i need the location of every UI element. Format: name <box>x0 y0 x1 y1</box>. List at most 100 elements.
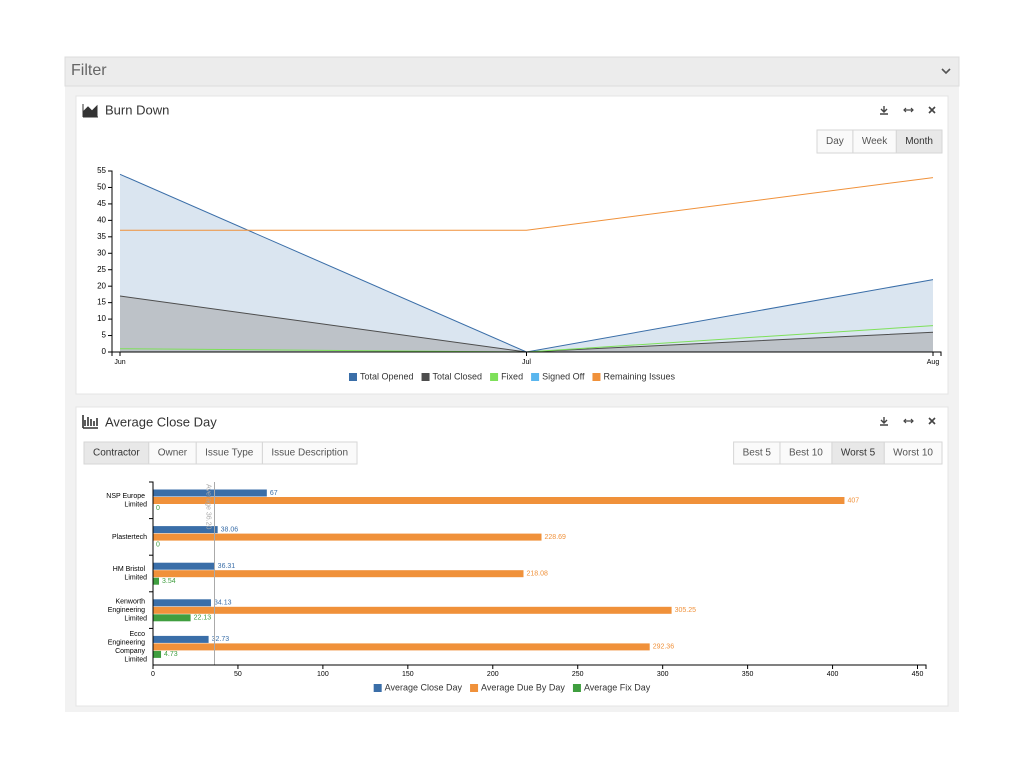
button[interactable] <box>816 129 854 154</box>
close-icon[interactable] <box>928 417 936 425</box>
button-label[interactable]: Issue Description <box>271 448 348 459</box>
filter-title: Filter <box>71 62 107 79</box>
bar <box>153 614 191 622</box>
value-label: 218.08 <box>526 571 548 578</box>
legend-label: Fixed <box>501 371 523 381</box>
y-tick-label: NSP Europe Limited <box>106 493 147 509</box>
bar <box>153 577 160 585</box>
download-icon[interactable] <box>880 417 888 426</box>
bar <box>153 643 650 651</box>
y-tick-label: 50 <box>97 183 106 192</box>
value-label: 22.13 <box>194 615 212 622</box>
x-tick-label: 300 <box>657 671 669 678</box>
button-label[interactable]: Week <box>862 136 888 147</box>
button-group: Day Week Month <box>816 129 943 154</box>
y-tick-label: 5 <box>102 331 107 340</box>
bar <box>153 599 211 607</box>
x-tick-label: 150 <box>402 671 414 678</box>
y-tick-label: 45 <box>97 199 106 208</box>
y-tick-label: Ecco Engineering Company Limited <box>108 631 147 664</box>
x-tick-label: Jul <box>522 359 531 366</box>
button[interactable] <box>733 441 781 465</box>
button-label[interactable]: Day <box>826 136 844 147</box>
button-group: Contractor Owner Issue Type Issue Descripti… <box>83 441 358 465</box>
bar <box>153 635 209 643</box>
panel-title: Average Close Day <box>105 414 217 429</box>
legend-label: Average Fix Day <box>584 682 651 692</box>
value-label: 292.36 <box>653 644 675 651</box>
bar <box>153 526 218 534</box>
value-label: 38.06 <box>221 526 239 533</box>
panel-tools <box>880 417 936 426</box>
panel-tools <box>880 106 936 115</box>
close-icon[interactable] <box>928 106 936 114</box>
y-tick-label: 35 <box>97 232 106 241</box>
bar <box>153 562 215 570</box>
x-tick-label: Aug <box>927 359 940 366</box>
y-tick-label: 15 <box>97 298 106 307</box>
value-label: 3.54 <box>162 578 176 585</box>
x-tick-label: Jun <box>114 359 125 366</box>
button[interactable] <box>83 441 150 465</box>
legend-swatch <box>531 373 540 381</box>
y-tick-label: Plastertech <box>112 534 147 541</box>
y-tick-label: 20 <box>97 281 106 290</box>
legend-label: Total Closed <box>433 371 483 381</box>
button-label[interactable]: Month <box>905 136 933 147</box>
x-tick-label: 400 <box>827 671 839 678</box>
value-label: 34.13 <box>214 600 232 607</box>
legend-label: Remaining Issues <box>603 371 675 381</box>
value-label: 407 <box>847 497 859 504</box>
button-label[interactable]: Best 5 <box>743 448 772 459</box>
y-tick-label: HM Bristol Limited <box>113 566 147 582</box>
legend-swatch <box>572 684 581 692</box>
download-icon[interactable] <box>880 106 888 115</box>
x-tick-label: 250 <box>572 671 584 678</box>
button-label[interactable]: Issue Type <box>205 448 254 459</box>
area-chart-icon <box>82 104 98 118</box>
legend-label: Average Close Day <box>385 682 463 692</box>
value-label: 32.73 <box>212 636 230 643</box>
legend-swatch <box>348 373 357 381</box>
y-tick-label: 55 <box>97 166 106 175</box>
chevron-icon[interactable] <box>941 68 951 75</box>
button-label[interactable]: Worst 5 <box>841 448 876 459</box>
button-label[interactable]: Owner <box>158 448 188 459</box>
value-label: 0 <box>156 541 160 548</box>
y-tick-label: 40 <box>97 215 106 224</box>
expand-icon[interactable] <box>903 107 914 113</box>
y-tick-label: Kenworth Engineering Limited <box>108 598 147 622</box>
y-tick-label: 25 <box>97 265 106 274</box>
bar <box>153 606 672 614</box>
y-axis <box>149 481 154 665</box>
bar <box>153 650 162 658</box>
button-group: Best 5 Best 10 Worst 5 Worst 10 <box>733 441 943 465</box>
legend: Total Opened Total Closed Fixed Signed Off R… <box>348 371 675 381</box>
y-tick-label: 10 <box>97 314 106 323</box>
y-tick-label: 30 <box>97 248 106 257</box>
bar <box>153 533 542 541</box>
panel-title: Burn Down <box>105 102 169 117</box>
y-tick-label: 0 <box>102 347 107 356</box>
legend-swatch <box>592 373 601 381</box>
legend-swatch <box>490 373 499 381</box>
bar <box>153 570 524 578</box>
area-fill <box>120 296 933 352</box>
value-label: 228.69 <box>545 534 567 541</box>
x-tick-label: 200 <box>487 671 499 678</box>
x-tick-label: 350 <box>742 671 754 678</box>
legend-swatch <box>470 684 479 692</box>
series-line <box>120 177 934 231</box>
button-label[interactable]: Best 10 <box>789 448 823 459</box>
button-label[interactable]: Contractor <box>93 448 140 459</box>
expand-icon[interactable] <box>903 418 914 424</box>
button-label[interactable]: Worst 10 <box>893 448 933 459</box>
value-label: 4.73 <box>164 651 178 658</box>
x-tick-label: 0 <box>151 671 155 678</box>
average-label: Average 36.20 <box>205 484 212 530</box>
value-label: 305.25 <box>675 607 697 614</box>
x-tick-label: 100 <box>317 671 329 678</box>
filter-bar[interactable] <box>64 56 960 87</box>
area-fill <box>120 174 933 352</box>
value-label: 0 <box>156 505 160 512</box>
